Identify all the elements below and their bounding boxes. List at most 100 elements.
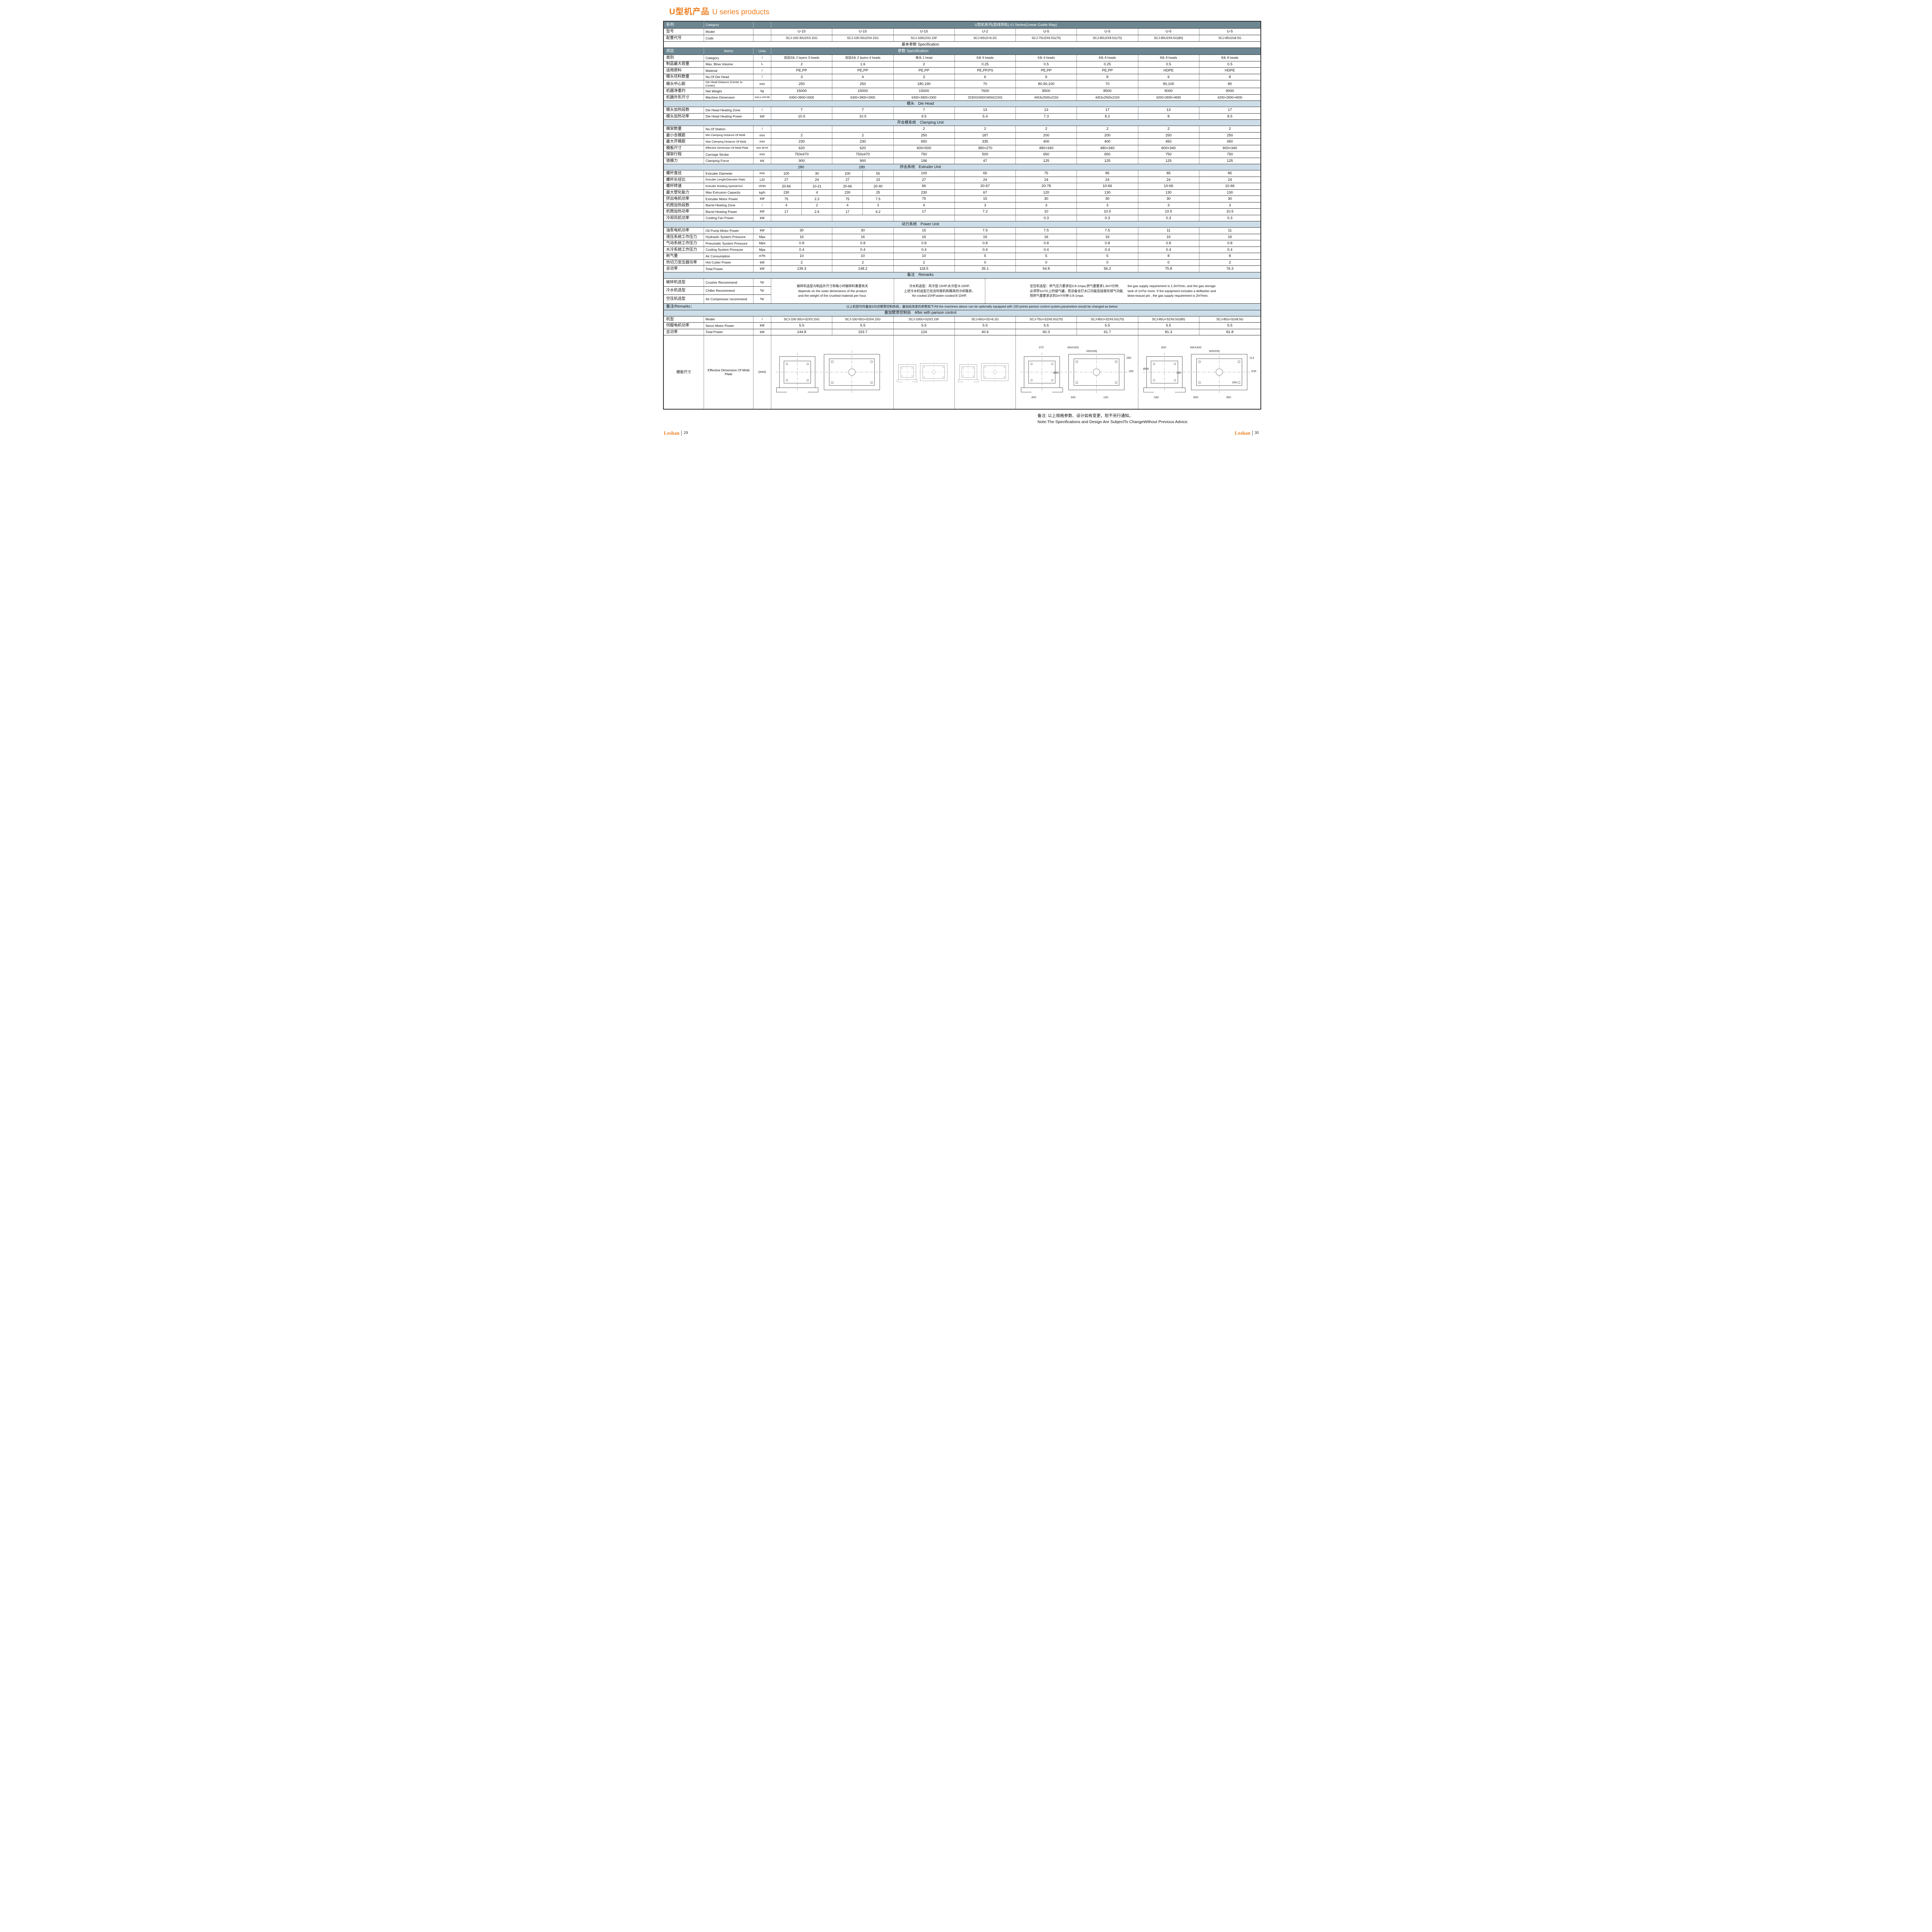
value-cell: 2 [1016,126,1077,132]
page-footer: Leshan 29 Leshan 30 [663,430,1260,436]
value-cell: 200 [1016,132,1077,139]
svg-text:635: 635 [1251,369,1256,373]
value-cell: 750x470 [771,151,833,158]
note-en: Note:The Specifications and Design Are S… [1037,420,1189,425]
value-cell: 2 [771,61,833,67]
row-label-cn-category: 类别 [664,55,704,61]
row-unit-extruder-diameter: mm [753,170,771,177]
row-label-en-cooling-system-pressure: Cooling System Pressure [704,247,753,253]
value-cell: 180,190 [894,80,955,88]
row-label-cn-extruder-rotating-speedr-min: 螺杆转速 [664,183,704,189]
catalog-page: U型机产品 U series products 系列 Category U型机系列(直… [659,0,1273,440]
model-value-1: U-15 [771,29,833,35]
value-cell: 80,90,100 [1016,80,1077,88]
row-unit-pneumatic-system-pressure: Mpa [753,240,771,247]
value-cell: 85 [1077,170,1138,177]
series-units-empty [753,22,771,28]
row-unit-effective-dimension-of-mold-plate: mm W×H [753,145,771,151]
drawing-label-cn: 模板尺寸 [664,335,704,409]
value-cell: 7.5 [1016,228,1077,234]
value-cell: 750 [894,151,955,158]
value-cell: 7 [771,107,833,113]
row-label-cn-die-head-distance-center-to-center: 模头中心距 [664,80,704,88]
value-cell: 27 [832,177,863,183]
row-label-en-min-clamping-distance-of-mold: Min Clamping Distance Of Mold [704,132,753,139]
row-label-en-extruder-diameter: Extruder Diameter [704,170,753,177]
remark-unit-chiller-recommend: hp [753,287,771,295]
row-unit-hydraulic-system-pressure: Mpa [753,234,771,240]
value-cell: 0.4 [1227,247,1233,252]
value-cell: 10.5 [1138,209,1199,215]
value-cell: 0.4 [955,247,1016,253]
value-cell: 8 [1138,253,1199,259]
row-label-en-category: Category [704,55,753,61]
value-cell: 148.2 [832,266,894,272]
value-cell: 8头 8 heads [1221,56,1238,60]
value-cell: 0.25 [1077,61,1138,67]
section-band-title-remarks: 备注 Remarks [907,273,934,277]
value-cell: 480×340 [1016,145,1077,151]
value-cell: 10 [1016,209,1077,215]
value-cell: 10.5 [771,113,833,120]
value-cell: 30 [1077,196,1138,202]
value-cell: 125 [1077,158,1138,164]
row-label-en-effective-dimension-of-mold-plate: Effective Dimension Of Mold Plate [704,145,753,151]
row-label-cn-total-power: 总功率 [664,266,704,272]
spec-row-max-blow-volume: 制品最大容量 Max. Blow Volume L 2 1.6 2 0.25 0.5 0.25 0… [664,61,1260,68]
row-label-cn-net-weight: 机器净重约 [664,88,704,94]
value-cell: 230 [894,189,955,196]
value-cell: 0.8 [771,240,833,247]
section-band-cell: 开合模系统 Clamping Unit [664,120,1260,126]
remark-label-cn-chiller-recommend: 冷水机选型 [664,287,704,295]
value-cell: 5 [1077,253,1138,259]
spec-row-die-head-distance-center-to-center: 模头中心距 Die Head Distance (Center to Center… [664,80,1260,88]
value-cell: 500 [955,151,1016,158]
value-cell: 120 [1016,189,1077,196]
spec-row-clamping-force: 锁模力 Clamping Force kN 900 900 196 47 125 125 125 1… [664,158,1260,165]
value-cell: 0.4 [771,247,833,253]
row-unit-die-head-heating-zone: / [753,107,771,113]
value-cell: 0.4 [1016,247,1077,253]
spec-row-barrel-heating-zone: 机筒加热段数 Barrel Heating Zone/4 2 4 3 4 3 3 3 3 3 [664,202,1260,209]
row-label-cn-effective-dimension-of-mold-plate: 模板尺寸 [664,145,704,151]
footer-area: 备注: 以上规格参数、设计如有变更，恕不另行通知。 Note:The Speci… [663,413,1260,436]
value-cell: 单头 1 head [894,55,955,61]
page-footer-left: Leshan 29 [664,430,688,436]
value-cell: 66 [894,183,955,189]
row-label-en-die-head-heating-zone: Die Head Heating Zone [704,107,753,113]
model-value-2: U-15 [832,29,894,35]
series-label-cn: 系列 [664,22,704,28]
value-cell: 双层3头 2 layers 3 heads [771,55,833,61]
value-cell: 2 [955,126,1016,132]
value-cell: 8.2 [1077,113,1138,120]
row-label-en-max-extrusion-capacity: Max Extrusion Capacity [704,189,753,196]
row-label-en-max-clamping-distance-of-mold: Max Clamping Distance Of Mold [704,139,753,145]
row-unit-extruder-motor-power: kW [753,196,771,202]
value-cell: 8头 8 heads [1077,55,1138,61]
value-cell: 600×500 [894,145,955,151]
value-cell: 153.7 [832,329,894,335]
spec-row-material: 适用原料 Material / PE,PP PE,PP PE,PP PE,PP,PS PE,P… [664,68,1260,74]
crusher-remark-text: 破碎机选型与制品外尺寸和每小时破碎料重量有关 depends on the out… [797,284,868,298]
value-cell: 2 [832,132,894,139]
value-cell: 16 [1138,234,1199,240]
value-cell: 8 [1077,74,1138,80]
value-cell: 750 [1226,152,1233,157]
value-cell: 5.5 [771,323,833,329]
model-row: 型号 Model U-15 U-15 U-15 U-2 U-5 U-5 U-5 U-5 [664,29,1260,35]
value-cell: 0.8 [1016,240,1077,247]
row-unit-max-extrusion-capacity: kg/h [753,189,771,196]
value-cell: 400 [1016,139,1077,145]
spec-row-no-of-die-head: 模头坯料数量 No.Of Die Head/3 4 3 6 6 8 6 8 [664,74,1260,80]
remark-unit-crusher-recommend: hp [753,278,771,287]
bottom-note: 备注: 以上规格参数、设计如有变更，恕不另行通知。 Note:The Speci… [1037,413,1260,425]
row-label-cn-hot-cutter-power: 热切刀变压器功率 [664,259,704,266]
value-cell: 0 [955,259,1016,266]
row-label-en-clamping-force: Clamping Force [704,158,753,164]
value-cell: 8 [1138,113,1199,120]
value-cell: 187 [955,132,1016,139]
value-cell [832,215,894,221]
spec-row-effective-dimension-of-mold-plate: 模板尺寸 Effective Dimension Of Mold Plate mm … [664,145,1260,152]
value-cell: 20-40 [863,183,894,189]
row-label-cn-oil-pump-motor-power: 油泵电机功率 [664,228,704,234]
